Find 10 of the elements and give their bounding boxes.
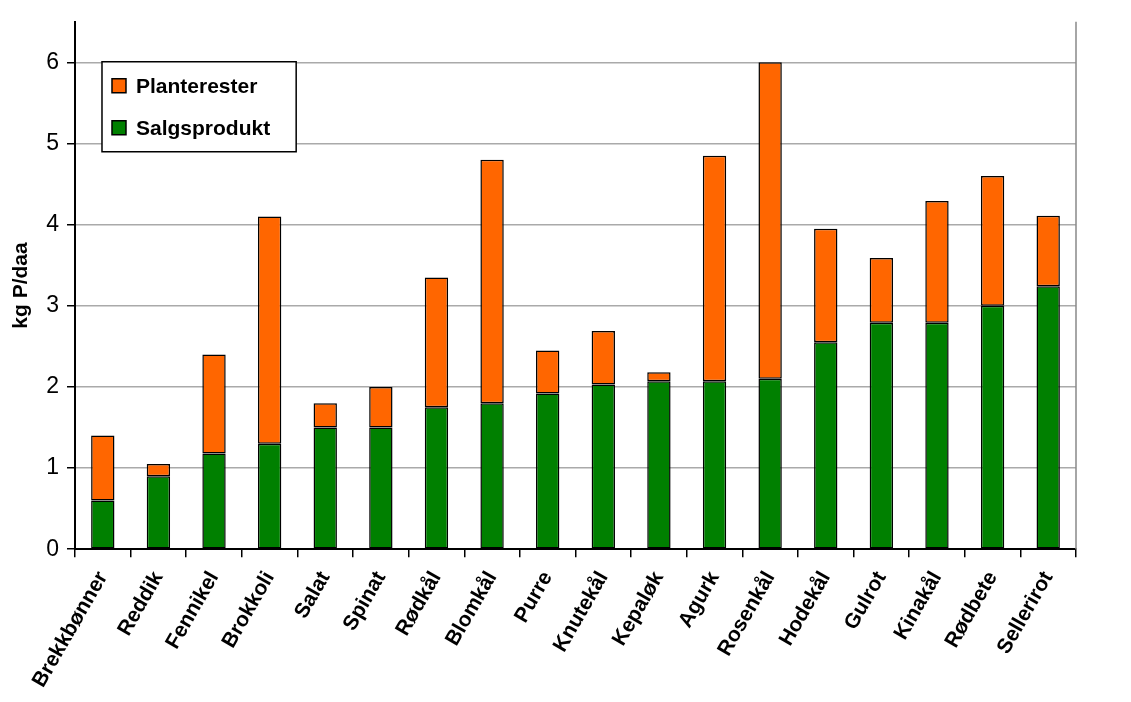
legend-label: Salgsprodukt [135, 115, 271, 139]
y-tick-label: 2 [46, 372, 59, 399]
y-axis-title: kg P/daa [8, 242, 32, 329]
y-tick-label: 5 [46, 128, 59, 155]
y-tick-label: 3 [46, 291, 59, 318]
y-tick-label: 4 [46, 210, 60, 236]
legend-label: Planterester [135, 73, 258, 97]
y-tick-label: 0 [46, 534, 59, 561]
y-tick-label: 6 [46, 47, 59, 74]
y-tick-label: 1 [46, 453, 59, 480]
